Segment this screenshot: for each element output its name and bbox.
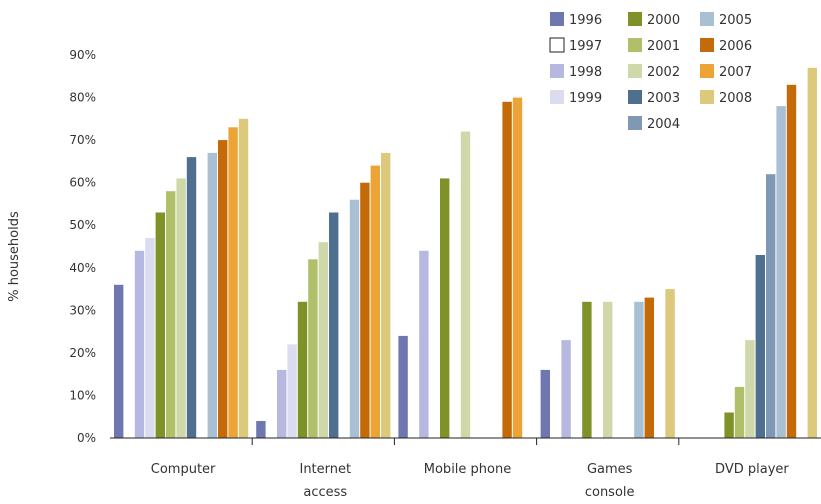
legend-label: 2006 xyxy=(719,39,752,54)
legend-label: 2005 xyxy=(719,13,752,28)
bar xyxy=(349,199,360,438)
bar xyxy=(745,340,755,438)
bar xyxy=(370,165,380,438)
y-tick-label: 30% xyxy=(69,303,96,317)
bar xyxy=(228,127,238,439)
legend-swatch xyxy=(550,64,564,78)
x-tick-label: DVD player xyxy=(715,462,789,477)
bar xyxy=(440,178,450,438)
bar xyxy=(318,242,328,438)
bar xyxy=(766,174,776,438)
legend-swatch xyxy=(628,38,642,52)
bar xyxy=(238,118,249,439)
legend-swatch xyxy=(700,12,714,26)
bar xyxy=(114,284,124,438)
bar xyxy=(360,182,370,438)
bar xyxy=(145,238,155,438)
legend-swatch xyxy=(628,90,642,104)
x-tick-label: Mobile phone xyxy=(424,462,511,477)
legend-label: 2002 xyxy=(647,65,680,80)
legend-swatch xyxy=(700,90,714,104)
bar xyxy=(603,301,613,438)
y-tick-label: 70% xyxy=(69,133,96,147)
bar xyxy=(207,152,217,438)
bar xyxy=(734,386,745,438)
y-tick-label: 20% xyxy=(69,346,96,360)
legend-label: 2008 xyxy=(719,91,752,106)
bar xyxy=(561,340,571,438)
bar xyxy=(329,212,339,438)
x-tick-label: access xyxy=(303,485,347,500)
legend-swatch xyxy=(550,12,564,26)
legend-label: 1999 xyxy=(569,91,602,106)
bar xyxy=(582,301,592,438)
bar xyxy=(166,191,176,438)
bar xyxy=(634,301,644,438)
legend-label: 1997 xyxy=(569,39,602,54)
bar xyxy=(218,140,228,438)
y-tick-label: 80% xyxy=(69,91,96,105)
legend-label: 2001 xyxy=(647,39,680,54)
bar xyxy=(297,301,308,438)
bar xyxy=(419,250,429,438)
legend-swatch xyxy=(550,90,564,104)
x-axis-labels: Computer Internet access Mobile phone Games c… xyxy=(151,462,790,500)
legend-label: 2004 xyxy=(647,117,680,132)
y-axis-ticks: 0% 10% 20% 30% 40% 50% 60% 70% 80% 90% xyxy=(69,48,96,445)
bar xyxy=(502,101,512,439)
bar xyxy=(755,255,765,438)
bar xyxy=(776,106,786,438)
bar xyxy=(460,131,471,438)
bar xyxy=(724,412,734,438)
bar xyxy=(256,421,266,438)
x-tick-label: Internet xyxy=(299,462,351,477)
y-tick-label: 10% xyxy=(69,388,96,402)
bar xyxy=(512,97,523,438)
bar xyxy=(155,212,165,438)
bars xyxy=(114,67,817,439)
bar xyxy=(807,67,817,439)
bar xyxy=(540,369,550,438)
bar xyxy=(398,335,408,438)
bar xyxy=(644,297,654,438)
legend-label: 1998 xyxy=(569,65,602,80)
x-tick-label: Games xyxy=(587,462,633,477)
y-tick-label: 0% xyxy=(77,431,96,445)
y-tick-label: 40% xyxy=(69,261,96,275)
bar xyxy=(134,250,145,438)
legend-swatch xyxy=(628,64,642,78)
bar xyxy=(308,259,318,438)
bar xyxy=(665,289,675,438)
y-tick-label: 50% xyxy=(69,218,96,232)
legend-swatch xyxy=(628,12,642,26)
x-tick-label: Computer xyxy=(151,462,216,477)
bar xyxy=(277,369,287,438)
legend-label: 1996 xyxy=(569,13,602,28)
legend-swatch xyxy=(628,116,642,130)
y-tick-label: 90% xyxy=(69,48,96,62)
legend-label: 2000 xyxy=(647,13,680,28)
bar xyxy=(186,157,197,438)
axes xyxy=(110,437,821,445)
legend-swatch xyxy=(700,64,714,78)
legend-swatch xyxy=(700,38,714,52)
legend-label: 2003 xyxy=(647,91,680,106)
legend-label: 2007 xyxy=(719,65,752,80)
legend-swatch xyxy=(549,37,565,53)
legend: 1996 1997 1998 1999 2000 2001 2002 2003 2004 2005… xyxy=(549,12,752,132)
x-tick-label: console xyxy=(585,485,635,500)
y-axis-title: % households xyxy=(7,211,22,302)
y-tick-label: 60% xyxy=(69,176,96,190)
bar xyxy=(381,152,391,438)
bar xyxy=(786,84,797,439)
bar xyxy=(176,178,186,438)
bar xyxy=(287,344,297,438)
